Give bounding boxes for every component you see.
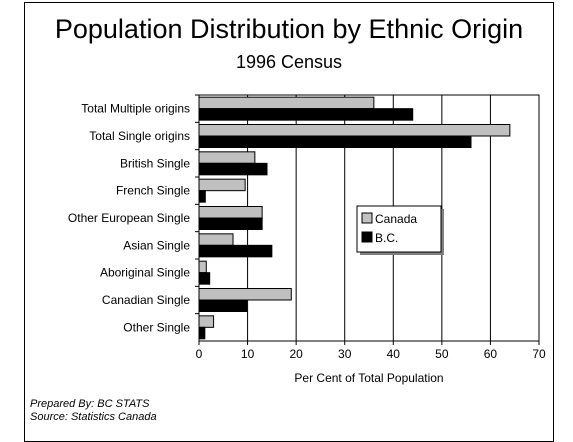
- x-tick-label: 30: [338, 347, 352, 361]
- chart-subtitle: 1996 Census: [235, 52, 343, 72]
- source-note: Source: Statistics Canada: [30, 411, 157, 423]
- x-tick-label: 40: [387, 347, 401, 361]
- category-label: Total Multiple origins: [81, 102, 190, 116]
- bar-bc: [198, 135, 472, 148]
- bar-bc: [198, 326, 206, 340]
- bar-bc: [198, 217, 263, 230]
- bar-canada: [198, 233, 234, 246]
- x-tick-label: 50: [435, 347, 449, 361]
- category-label: British Single: [120, 156, 190, 170]
- legend-swatch-canada: [361, 212, 373, 224]
- chart-title: Population Distribution by Ethnic Origin: [54, 14, 524, 44]
- bar-bc: [198, 272, 211, 285]
- bar-canada: [198, 260, 207, 274]
- category-label: Other European Single: [68, 211, 190, 225]
- bar-canada: [198, 178, 246, 192]
- x-tick-label: 10: [241, 347, 255, 361]
- bar-canada: [198, 151, 256, 164]
- bar-canada: [198, 124, 511, 137]
- bar-bc: [198, 162, 268, 176]
- category-label: Asian Single: [123, 238, 190, 252]
- x-axis-label: Per Cent of Total Population: [294, 371, 443, 385]
- bar-bc: [198, 244, 273, 258]
- category-label: Canadian Single: [102, 293, 190, 307]
- bar-bc: [198, 299, 248, 312]
- bar-canada: [198, 206, 263, 219]
- legend-label: B.C.: [375, 231, 398, 245]
- category-label: Other Single: [123, 320, 190, 334]
- bar-bc: [198, 108, 414, 121]
- category-label: Aboriginal Single: [100, 266, 190, 280]
- bar-canada: [198, 96, 375, 110]
- x-tick-label: 0: [196, 347, 203, 361]
- x-tick-label: 70: [532, 347, 546, 361]
- bar-chart: Total Multiple origins Total Single origi…: [68, 94, 546, 385]
- bar-canada: [198, 315, 215, 328]
- category-label: Total Single origins: [89, 129, 190, 143]
- legend-swatch-bc: [361, 231, 373, 243]
- legend-label: Canada: [375, 212, 417, 226]
- category-label: French Single: [116, 184, 190, 198]
- prepared-by-note: Prepared By: BC STATS: [30, 398, 150, 410]
- bar-canada: [198, 288, 292, 301]
- x-tick-label: 60: [484, 347, 498, 361]
- x-tick-label: 20: [289, 347, 303, 361]
- bar-bc: [198, 190, 206, 203]
